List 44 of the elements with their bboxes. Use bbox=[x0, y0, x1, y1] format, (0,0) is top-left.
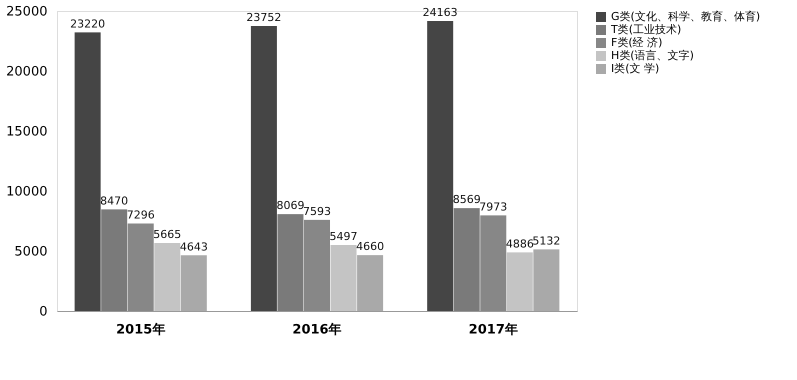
y-tick-label: 20000 bbox=[6, 64, 48, 80]
x-tick-label: 2015年 bbox=[116, 322, 166, 338]
bar bbox=[180, 255, 207, 311]
legend-label: H类(语言、文字) bbox=[611, 49, 694, 62]
data-label: 24163 bbox=[422, 6, 458, 20]
bar bbox=[427, 21, 454, 311]
y-tick-label: 5000 bbox=[14, 244, 48, 260]
bar bbox=[154, 243, 180, 311]
data-label: 8069 bbox=[276, 199, 304, 212]
data-label: 7296 bbox=[126, 208, 155, 222]
bar bbox=[277, 214, 304, 311]
bar bbox=[101, 209, 128, 311]
data-label: 23220 bbox=[70, 17, 106, 30]
data-label: 5497 bbox=[330, 230, 358, 244]
data-label: 8569 bbox=[452, 193, 481, 206]
data-label: 7973 bbox=[479, 200, 508, 214]
legend-label: G类(文化、科学、教育、体育) bbox=[611, 10, 760, 23]
data-label: 23752 bbox=[246, 10, 282, 24]
bar bbox=[330, 245, 357, 311]
data-label: 8470 bbox=[100, 194, 128, 208]
y-tick-label: 10000 bbox=[6, 184, 48, 200]
x-tick-label: 2017年 bbox=[468, 322, 518, 338]
legend-label: T类(工业技术) bbox=[610, 23, 682, 36]
bar bbox=[250, 26, 277, 311]
legend-label: F类(经 济) bbox=[611, 36, 662, 49]
bar bbox=[74, 32, 101, 311]
data-label: 4660 bbox=[356, 240, 384, 254]
data-label: 7593 bbox=[303, 204, 331, 218]
bar bbox=[454, 208, 480, 311]
data-label: 5132 bbox=[532, 234, 560, 248]
bar bbox=[304, 220, 330, 311]
bar bbox=[128, 223, 154, 311]
x-tick-label: 2016年 bbox=[292, 322, 342, 338]
bar bbox=[357, 255, 384, 311]
y-tick-label: 25000 bbox=[6, 4, 48, 20]
y-tick-label: 15000 bbox=[6, 124, 48, 140]
y-tick-label: 0 bbox=[39, 304, 48, 320]
bar bbox=[506, 252, 533, 311]
bar bbox=[533, 249, 560, 311]
data-label: 4886 bbox=[506, 237, 534, 250]
data-label: 4643 bbox=[180, 240, 208, 254]
bar bbox=[480, 215, 506, 311]
legend-label: I类(文 学) bbox=[611, 62, 660, 75]
data-label: 5665 bbox=[153, 228, 182, 242]
